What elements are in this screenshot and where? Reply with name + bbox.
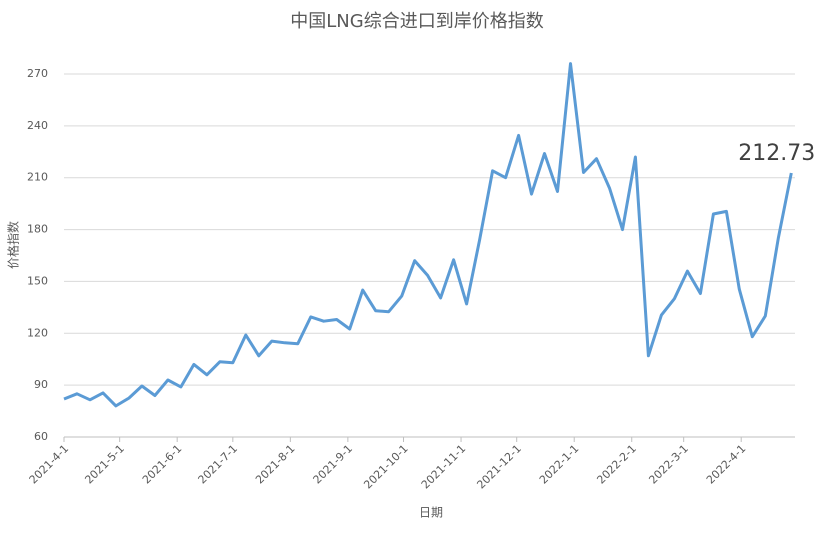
line [63,62,793,408]
y-tick-label: 270 [27,67,48,80]
y-tick-label: 120 [27,326,48,339]
y-axis-label: 价格指数 [6,221,21,269]
x-tick-label: 2021-7-1 [196,442,241,487]
x-tick-label: 2021-4-1 [27,442,72,487]
x-tick-label: 2021-8-1 [253,442,298,487]
y-tick-label: 90 [34,378,48,391]
x-tick-label: 2021-6-1 [140,442,185,487]
y-tick-label: 150 [27,274,48,287]
x-tick-label: 2022-4-1 [704,442,749,487]
x-tick-label: 2022-3-1 [646,442,691,487]
y-tick-label: 60 [34,430,48,443]
x-axis-label: 日期 [419,506,443,520]
x-tick-label: 2022-1-1 [537,442,582,487]
y-tick-label: 180 [27,223,48,236]
data-label: 212.73 [738,141,815,166]
chart-title: 中国LNG综合进口到岸价格指数 [290,11,543,32]
y-tick-label: 240 [27,119,48,132]
x-tick-label: 2021-10-1 [361,442,410,491]
x-tick-label: 2021-12-1 [474,442,523,491]
y-tick-label: 210 [27,171,48,184]
x-tick-label: 2021-9-1 [311,442,356,487]
x-tick-label: 2022-2-1 [594,442,639,487]
x-tick-label: 2021-5-1 [82,442,127,487]
x-tick-label: 2021-11-1 [419,442,468,491]
